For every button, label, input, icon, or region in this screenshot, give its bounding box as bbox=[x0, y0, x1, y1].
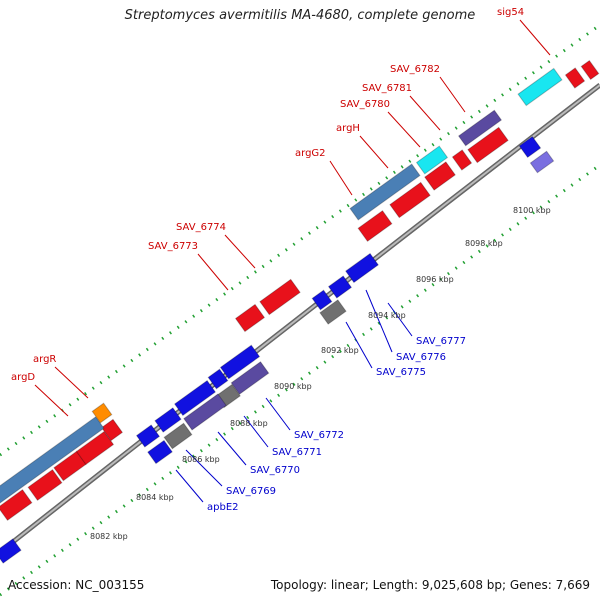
gene-forward-9 bbox=[424, 161, 456, 191]
gene-forward-11 bbox=[467, 126, 509, 164]
leader-SAV_6780 bbox=[387, 111, 421, 148]
gene-reverse-4 bbox=[219, 344, 261, 380]
gene-reverse-6 bbox=[327, 275, 353, 299]
tick-label-6: 8094 kbp bbox=[368, 311, 406, 320]
gene-purple-SAV_6782 bbox=[457, 109, 503, 147]
leader-SAV_6774 bbox=[224, 234, 256, 269]
leader-SAV_6769 bbox=[185, 449, 223, 487]
tick-label-5: 8092 kbp bbox=[321, 346, 359, 355]
label-SAV_6780: SAV_6780 bbox=[340, 99, 390, 110]
label-SAV_6774: SAV_6774 bbox=[176, 222, 226, 233]
gene-forward-12 bbox=[564, 67, 586, 89]
gene-reverse-7 bbox=[345, 252, 379, 284]
gene-orange-argR bbox=[91, 402, 113, 424]
leader-sig54 bbox=[519, 19, 551, 56]
label-argH: argH bbox=[336, 123, 360, 134]
gene-cyan-argH bbox=[415, 145, 449, 175]
gene-forward-3 bbox=[75, 430, 115, 466]
gene-reverse-8 bbox=[147, 439, 173, 465]
dot-track-inner bbox=[0, 163, 600, 597]
leader-SAV_6777 bbox=[387, 302, 413, 337]
gene-forward-7 bbox=[357, 210, 393, 242]
label-argG2: argG2 bbox=[295, 148, 326, 159]
gene-purple-3 bbox=[529, 150, 555, 174]
accession-text: Accession: NC_003155 bbox=[8, 578, 145, 592]
gene-reverse-1 bbox=[154, 407, 182, 433]
label-SAV_6781: SAV_6781 bbox=[362, 83, 412, 94]
gene-reverse-9 bbox=[518, 135, 542, 159]
gene-reverse-10 bbox=[0, 538, 22, 564]
leader-SAV_6776 bbox=[365, 289, 393, 353]
gene-forward-5 bbox=[234, 303, 266, 333]
gene-reverse-3 bbox=[207, 368, 229, 390]
tick-label-4: 8090 kbp bbox=[274, 382, 312, 391]
tick-label-7: 8096 kbp bbox=[416, 275, 454, 284]
label-sig54: sig54 bbox=[497, 7, 524, 18]
leader-apbE2 bbox=[175, 469, 204, 503]
gene-reverse-0 bbox=[135, 424, 161, 448]
leader-SAV_6773 bbox=[197, 253, 229, 291]
genome-axis-highlight bbox=[0, 84, 600, 554]
tick-label-8: 8098 kbp bbox=[465, 239, 503, 248]
gene-purple-2 bbox=[230, 361, 270, 395]
genome-title: Streptomyces avermitilis MA-4680, comple… bbox=[124, 8, 476, 23]
leader-argR bbox=[54, 366, 89, 399]
label-SAV_6769: SAV_6769 bbox=[226, 486, 276, 497]
genome-summary-text: Topology: linear; Length: 9,025,608 bp; … bbox=[270, 578, 590, 592]
leader-SAV_6771 bbox=[243, 415, 269, 448]
tick-label-0: 8082 kbp bbox=[90, 532, 128, 541]
tick-label-1: 8084 kbp bbox=[136, 493, 174, 502]
leader-argG2 bbox=[329, 160, 353, 196]
label-SAV_6770: SAV_6770 bbox=[250, 465, 300, 476]
label-apbE2: apbE2 bbox=[207, 502, 239, 513]
label-SAV_6773: SAV_6773 bbox=[148, 241, 198, 252]
gene-gray-3 bbox=[319, 299, 347, 325]
gene-forward-6 bbox=[259, 278, 301, 316]
label-SAV_6782: SAV_6782 bbox=[390, 64, 440, 75]
gene-forward-1 bbox=[27, 469, 63, 501]
gene-steel-argD bbox=[0, 416, 105, 504]
gene-forward-8 bbox=[389, 181, 431, 219]
label-SAV_6771: SAV_6771 bbox=[272, 447, 322, 458]
label-SAV_6777: SAV_6777 bbox=[416, 336, 466, 347]
leader-argH bbox=[359, 135, 389, 169]
gene-steel-argG2 bbox=[349, 163, 421, 221]
gene-purple-1 bbox=[183, 393, 227, 431]
gene-reverse-2 bbox=[173, 379, 217, 417]
label-SAV_6772: SAV_6772 bbox=[294, 430, 344, 441]
leader-SAV_6781 bbox=[409, 95, 441, 131]
tick-label-9: 8100 kbp bbox=[513, 206, 551, 215]
tick-label-2: 8086 kbp bbox=[182, 455, 220, 464]
label-argD: argD bbox=[11, 372, 35, 383]
gene-cyan-sig54 bbox=[517, 67, 563, 107]
gene-forward-2 bbox=[53, 450, 87, 482]
gene-forward-13 bbox=[580, 59, 600, 81]
gene-forward-10 bbox=[451, 149, 473, 171]
leader-argD bbox=[34, 384, 69, 417]
leader-SAV_6772 bbox=[265, 397, 291, 431]
label-argR: argR bbox=[33, 354, 56, 365]
gene-forward-4 bbox=[100, 418, 124, 442]
gene-forward-0 bbox=[0, 489, 33, 521]
gene-gray-1 bbox=[163, 422, 193, 450]
label-SAV_6776: SAV_6776 bbox=[396, 352, 446, 363]
leader-SAV_6775 bbox=[345, 321, 373, 369]
label-SAV_6775: SAV_6775 bbox=[376, 367, 426, 378]
gene-reverse-5 bbox=[311, 289, 333, 311]
leader-SAV_6782 bbox=[439, 76, 466, 113]
leader-SAV_6770 bbox=[217, 431, 247, 466]
tick-label-3: 8088 kbp bbox=[230, 419, 268, 428]
